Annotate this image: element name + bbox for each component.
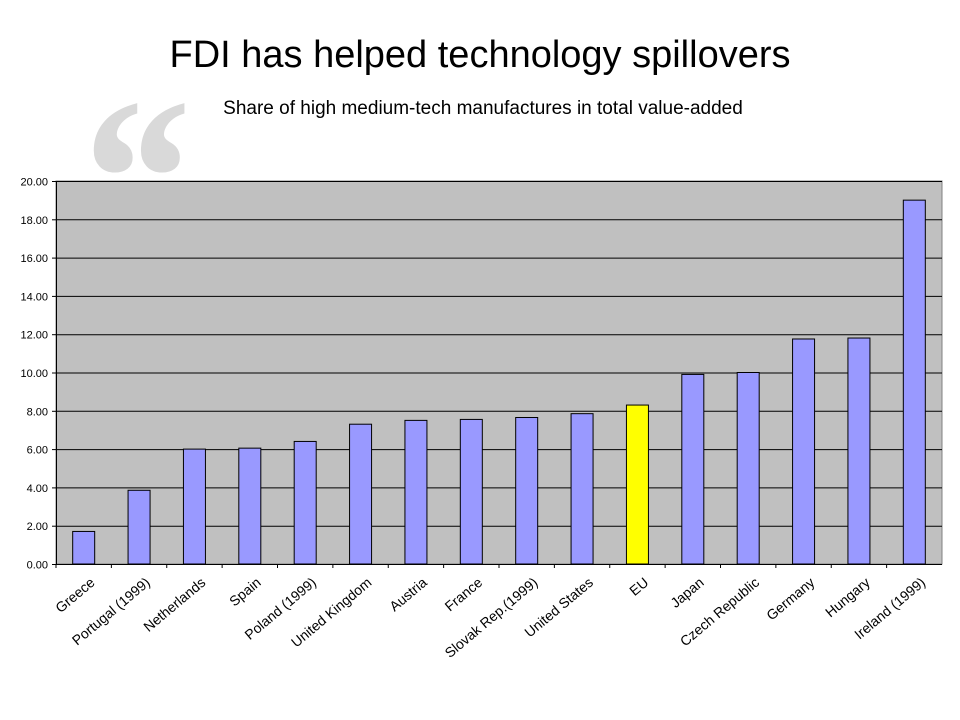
x-tick-label: Spain [226,574,264,609]
bar-united-states [570,413,594,565]
bar-ireland-1999 [902,199,926,565]
bar-poland-1999 [293,440,317,565]
x-tick-label: Hungary [822,574,873,620]
x-tick-label: EU [626,574,651,599]
x-tick-label: Germany [763,574,817,623]
x-tick-label: Austria [386,574,430,614]
bar-greece [72,530,96,565]
bar-austria [404,419,428,565]
bar-united-kingdom [349,423,373,565]
y-tick-label: 16.00 [20,253,48,265]
x-tick-label: Greece [52,574,98,616]
x-tick-label: France [442,574,486,614]
bar-germany [792,338,816,565]
bar-slovak-rep-1999 [515,417,539,565]
y-tick-label: 0.00 [27,560,48,572]
bar-portugal-1999 [127,489,151,565]
bar-eu [625,404,649,565]
bar-spain [238,447,262,565]
bar-japan [681,373,705,565]
y-tick-label: 20.00 [20,177,48,189]
x-tick-label: Netherlands [140,574,208,635]
bar-czech-republic [736,372,760,565]
x-tick-label: Japan [667,574,707,611]
slide-subtitle: Share of high medium-tech manufactures i… [223,98,743,119]
x-tick-label: Slovak Rep.(1999) [442,574,541,661]
slide-title: FDI has helped technology spillovers [169,34,791,76]
y-tick-label: 18.00 [20,215,48,227]
bar-netherlands [182,448,206,565]
y-tick-label: 4.00 [27,483,48,495]
y-tick-label: 12.00 [20,330,48,342]
bar-france [459,418,483,565]
y-tick-label: 6.00 [27,445,48,457]
y-tick-label: 8.00 [27,406,48,418]
y-tick-label: 2.00 [27,521,48,533]
y-tick-label: 10.00 [20,368,48,380]
y-tick-label: 14.00 [20,291,48,303]
bar-hungary [847,337,871,565]
